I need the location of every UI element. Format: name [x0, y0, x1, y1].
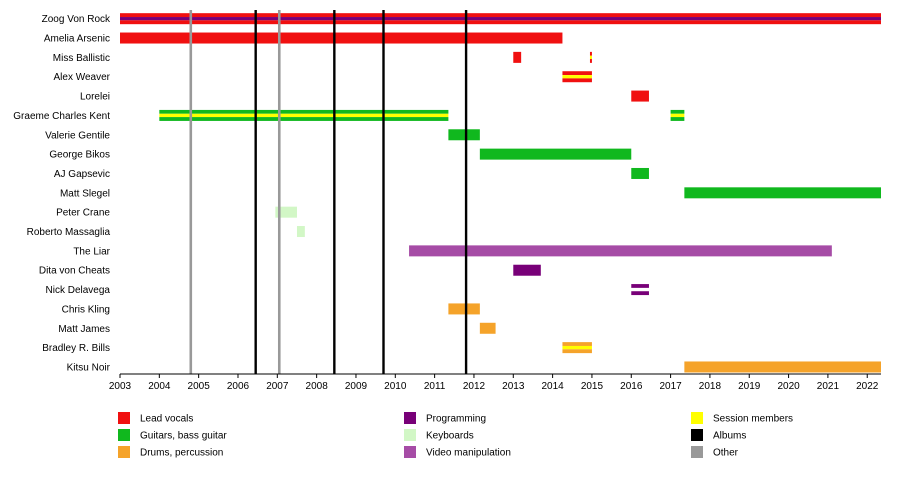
member-bar-segment [562, 78, 592, 83]
member-bar-segment [562, 349, 592, 354]
member-bar-segment [589, 59, 592, 63]
member-name: Bradley R. Bills [42, 343, 110, 354]
x-tick-label: 2007 [266, 381, 289, 392]
legend-swatch [691, 446, 703, 458]
x-tick-label: 2010 [384, 381, 407, 392]
x-tick-label: 2016 [620, 381, 643, 392]
member-bar-segment [670, 113, 685, 118]
legend-label: Lead vocals [140, 414, 193, 425]
member-bar-segment [562, 75, 592, 79]
x-tick-label: 2004 [148, 381, 171, 392]
member-bar-segment [159, 117, 449, 121]
member-bar-segment [562, 345, 592, 350]
member-name: Alex Weaver [53, 72, 110, 83]
x-tick-label: 2019 [738, 381, 761, 392]
member-bar-segment [670, 109, 685, 114]
member-bar-segment [631, 291, 649, 296]
legend-label: Video manipulation [426, 448, 511, 459]
member-name: Kitsu Noir [67, 362, 111, 373]
member-bar-segment [120, 20, 881, 25]
x-tick-label: 2015 [581, 381, 604, 392]
member-bar-segment [631, 287, 649, 292]
legend-swatch [118, 412, 130, 424]
member-bar [448, 129, 480, 141]
legend-label: Guitars, bass guitar [140, 431, 227, 442]
x-tick-label: 2003 [109, 381, 132, 392]
member-bar-segment [631, 284, 649, 288]
legend-swatch [118, 429, 130, 441]
member-bar-segment [120, 17, 881, 21]
x-tick-label: 2005 [188, 381, 211, 392]
member-bar [448, 303, 480, 315]
x-tick-label: 2021 [817, 381, 840, 392]
x-axis: 2003 2004 2005 2006 2007 2008 2009 2010 2011 2012… [109, 373, 881, 392]
member-name: George Bikos [49, 150, 110, 161]
x-tick-label: 2022 [856, 381, 879, 392]
member-name: Roberto Massaglia [27, 227, 111, 238]
member-bar [631, 167, 649, 179]
member-name: The Liar [73, 246, 110, 257]
member-bar-segment [589, 55, 592, 60]
member-name: Matt Slegel [60, 188, 110, 199]
member-bar-segment [159, 113, 449, 118]
member-name: Zoog Von Rock [42, 14, 111, 25]
album-and-event-lines [189, 10, 468, 374]
legend-swatch [118, 446, 130, 458]
member-bar [684, 187, 881, 199]
legend-swatch [404, 429, 416, 441]
member-bar [296, 226, 305, 238]
member-bar [684, 361, 881, 373]
member-bar [479, 322, 496, 334]
x-tick-label: 2008 [306, 381, 329, 392]
legend-swatch [691, 412, 703, 424]
member-bar-segment [562, 71, 592, 76]
legend: Lead vocals Guitars, bass guitar Drums, pe… [118, 412, 793, 459]
x-tick-label: 2017 [659, 381, 682, 392]
legend-label: Keyboards [426, 431, 474, 442]
member-name: Graeme Charles Kent [13, 111, 110, 122]
member-bar [120, 32, 563, 44]
x-tick-label: 2006 [227, 381, 250, 392]
member-bar [513, 264, 541, 276]
member-name: Matt James [58, 324, 110, 335]
member-bar-segment [589, 51, 592, 56]
x-tick-label: 2014 [541, 381, 564, 392]
x-tick-label: 2009 [345, 381, 368, 392]
legend-label: Programming [426, 414, 486, 425]
member-bar-segment [562, 342, 592, 346]
member-bar-segment [159, 109, 449, 114]
legend-label: Session members [713, 414, 793, 425]
legend-swatch [404, 412, 416, 424]
x-tick-label: 2011 [424, 381, 446, 392]
legend-label: Other [713, 448, 739, 459]
member-name: Nick Delavega [46, 285, 111, 296]
legend-swatch [691, 429, 703, 441]
x-tick-label: 2020 [777, 381, 800, 392]
member-bar [275, 206, 297, 218]
member-bar [631, 90, 649, 102]
member-bar [409, 245, 832, 257]
member-bar [513, 51, 522, 63]
legend-label: Drums, percussion [140, 448, 223, 459]
member-bars [120, 13, 881, 373]
member-bar-segment [670, 117, 685, 121]
member-name: Dita von Cheats [39, 266, 110, 277]
x-tick-label: 2018 [699, 381, 722, 392]
legend-swatch [404, 446, 416, 458]
member-name: Lorelei [80, 92, 110, 103]
member-bar [479, 148, 632, 160]
legend-label: Albums [713, 431, 746, 442]
x-tick-label: 2013 [502, 381, 525, 392]
member-name: Chris Kling [62, 304, 110, 315]
x-tick-label: 2012 [463, 381, 486, 392]
member-bar-segment [120, 13, 881, 18]
member-name: Amelia Arsenic [44, 34, 110, 45]
member-name: AJ Gapsevic [54, 169, 110, 180]
member-name: Valerie Gentile [45, 130, 110, 141]
member-name: Miss Ballistic [53, 53, 110, 64]
member-name: Peter Crane [56, 208, 110, 219]
member-names: Zoog Von Rock Amelia Arsenic Miss Ballisti… [13, 14, 111, 373]
